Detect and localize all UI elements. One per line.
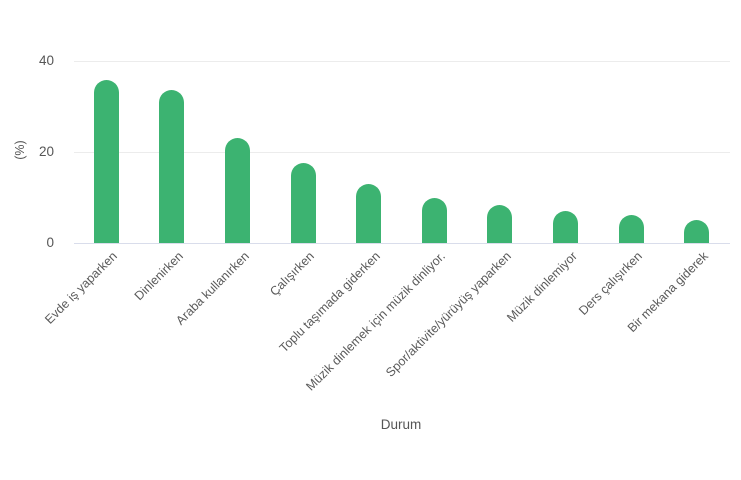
bar bbox=[93, 80, 119, 243]
y-gridline bbox=[73, 61, 730, 63]
bar bbox=[356, 184, 382, 243]
bar bbox=[487, 205, 513, 243]
bar bbox=[618, 214, 644, 243]
x-axis-title: Durum bbox=[380, 417, 422, 432]
bar bbox=[225, 138, 250, 243]
bar bbox=[684, 219, 710, 243]
bar bbox=[159, 89, 185, 243]
bar bbox=[421, 197, 447, 243]
bar bbox=[553, 210, 578, 243]
y-tick-label: 0 bbox=[46, 235, 54, 250]
y-tick-label: 20 bbox=[38, 144, 54, 160]
bar bbox=[290, 163, 316, 243]
x-axis-line bbox=[73, 243, 730, 244]
y-gridline bbox=[73, 152, 730, 154]
y-tick-label: 40 bbox=[38, 53, 54, 69]
